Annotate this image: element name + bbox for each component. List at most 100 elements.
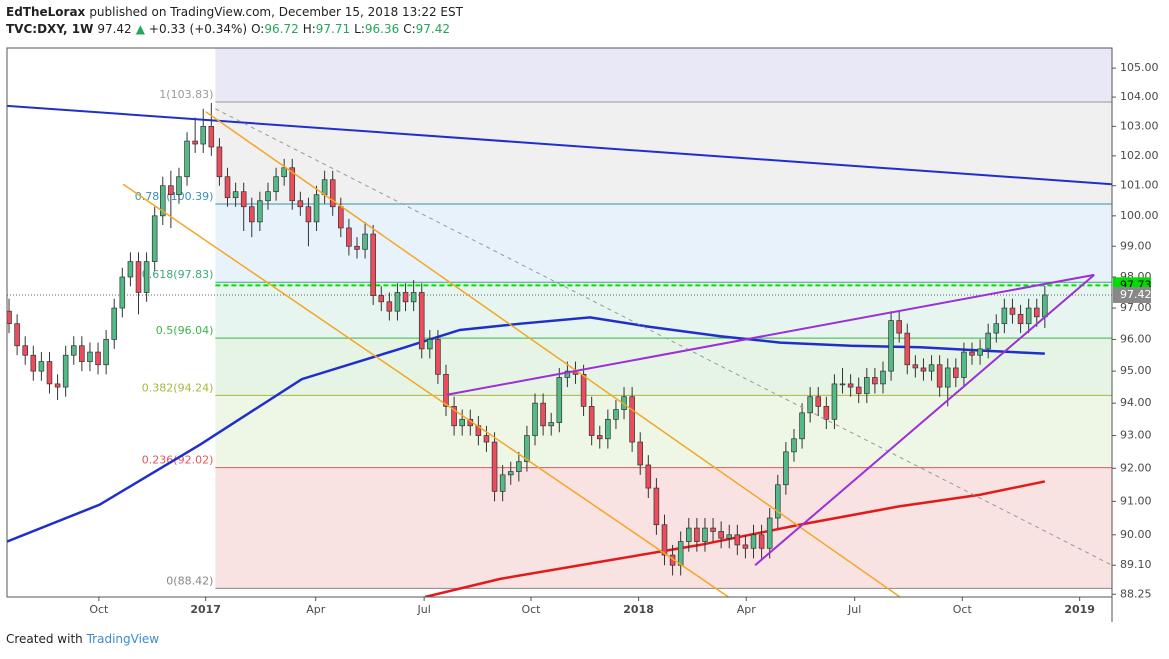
candle-body <box>605 418 611 440</box>
candle-body <box>394 292 401 312</box>
candle-body <box>775 484 781 519</box>
candle-body <box>985 332 991 350</box>
candle-body <box>418 292 425 350</box>
candle-body <box>30 354 37 372</box>
x-tick-label: Jul <box>847 603 861 616</box>
candle-body <box>127 261 134 278</box>
candle-body <box>815 396 822 407</box>
candle-body <box>580 373 587 407</box>
candle-body <box>370 233 376 296</box>
candle-body <box>176 176 182 196</box>
candle-body <box>240 191 247 208</box>
ohlc-label: O: <box>251 22 265 36</box>
candle-body <box>766 517 773 549</box>
candle-body <box>653 487 660 526</box>
header-quote: TVC:DXY, 1W 97.42 ▲ +0.33 (+0.34%) O:96.72 H:… <box>6 21 467 38</box>
y-tick-label: 101.00 <box>1120 179 1159 192</box>
candle-body <box>944 367 951 388</box>
up-arrow: ▲ <box>135 22 145 36</box>
candle-body <box>151 215 158 262</box>
candle-body <box>702 527 708 542</box>
candle-body <box>629 396 635 443</box>
fib-label: 0.236(92.02) <box>142 454 214 467</box>
candle-body <box>961 351 967 378</box>
candle-body <box>864 377 870 394</box>
candle-body <box>143 261 150 293</box>
fib-label: 0(88.42) <box>166 574 213 587</box>
candle-body <box>750 534 757 549</box>
candle-body <box>977 348 983 356</box>
x-tick-label: 2019 <box>1064 603 1095 616</box>
candle-body <box>969 351 975 356</box>
y-tick-label: 104.00 <box>1120 90 1159 103</box>
candle-body <box>257 200 263 223</box>
moving-average <box>7 316 1045 543</box>
candle-body <box>718 531 724 539</box>
x-tick-label: Oct <box>953 603 973 616</box>
candle-body <box>880 370 886 385</box>
candle-body <box>1042 294 1048 318</box>
x-tick-label: Oct <box>521 603 541 616</box>
trendline <box>7 104 1112 186</box>
symbol: TVC:DXY, 1W <box>6 22 94 36</box>
candle-body <box>540 402 546 427</box>
fib-band <box>215 48 1112 103</box>
candle-body <box>507 471 514 476</box>
fib-label: 0.786(100.39) <box>135 190 214 203</box>
candle-body <box>1009 307 1016 315</box>
candle-body <box>443 373 449 407</box>
trendline <box>446 273 1095 396</box>
candle-body <box>685 527 692 542</box>
ohlc-label: H: <box>302 22 316 36</box>
candle-body <box>548 422 554 427</box>
y-tick-label: 96.00 <box>1120 332 1152 345</box>
ohlc-value: 97.71 <box>315 22 351 36</box>
author: EdTheLorax <box>6 5 86 19</box>
y-tick-label: 102.00 <box>1120 149 1159 162</box>
candle-body <box>119 276 126 309</box>
fib-label: 0.5(96.04) <box>156 324 214 337</box>
fib-label: 0.618(97.83) <box>142 268 214 281</box>
y-tick-label: 88.25 <box>1120 587 1152 600</box>
candle-body <box>677 541 684 566</box>
fib-label: 1(103.83) <box>159 88 213 101</box>
candle-body <box>224 176 231 199</box>
candle-body <box>79 345 85 362</box>
candle-body <box>783 451 789 486</box>
candle-body <box>1025 307 1032 325</box>
ohlc-value: 96.72 <box>264 22 299 36</box>
candle-body <box>70 345 77 356</box>
candle-body <box>588 406 595 436</box>
candle-body <box>184 140 190 178</box>
candle-body <box>839 383 846 386</box>
candle-body <box>524 435 530 463</box>
candle-body <box>904 332 911 366</box>
candle-body <box>791 438 797 453</box>
candle-body <box>192 140 198 145</box>
candle-body <box>297 200 304 208</box>
ohlc-value: 96.36 <box>364 22 400 36</box>
x-tick-label: Jul <box>417 603 431 616</box>
candle-body <box>305 206 312 223</box>
moving-average <box>424 480 1046 597</box>
candle-body <box>912 364 919 369</box>
candle-body <box>135 261 142 293</box>
candle-body <box>289 167 296 202</box>
candle-body <box>410 292 417 303</box>
y-tick-label: 105.00 <box>1120 61 1159 74</box>
last-price-label: 97.42 <box>1120 288 1152 301</box>
published: published on TradingView.com, December 1… <box>89 5 463 19</box>
plot-area: 0(88.42) 0.236(92.02) 0.382(94.24) 0.5(96.0… <box>7 48 1112 597</box>
candle-body <box>953 367 959 378</box>
y-tick-label: 100.00 <box>1120 209 1159 222</box>
x-tick-label: 2018 <box>623 603 654 616</box>
candle-body <box>1017 313 1024 325</box>
footer: Created with TradingView <box>6 632 159 646</box>
candle-body <box>928 364 935 372</box>
candle-body <box>516 461 522 472</box>
candle-body <box>265 191 271 202</box>
y-tick-label: 92.00 <box>1120 461 1152 474</box>
candle-body <box>62 354 69 388</box>
ohlc-label: L: <box>354 22 365 36</box>
x-tick-label: Apr <box>737 603 757 616</box>
